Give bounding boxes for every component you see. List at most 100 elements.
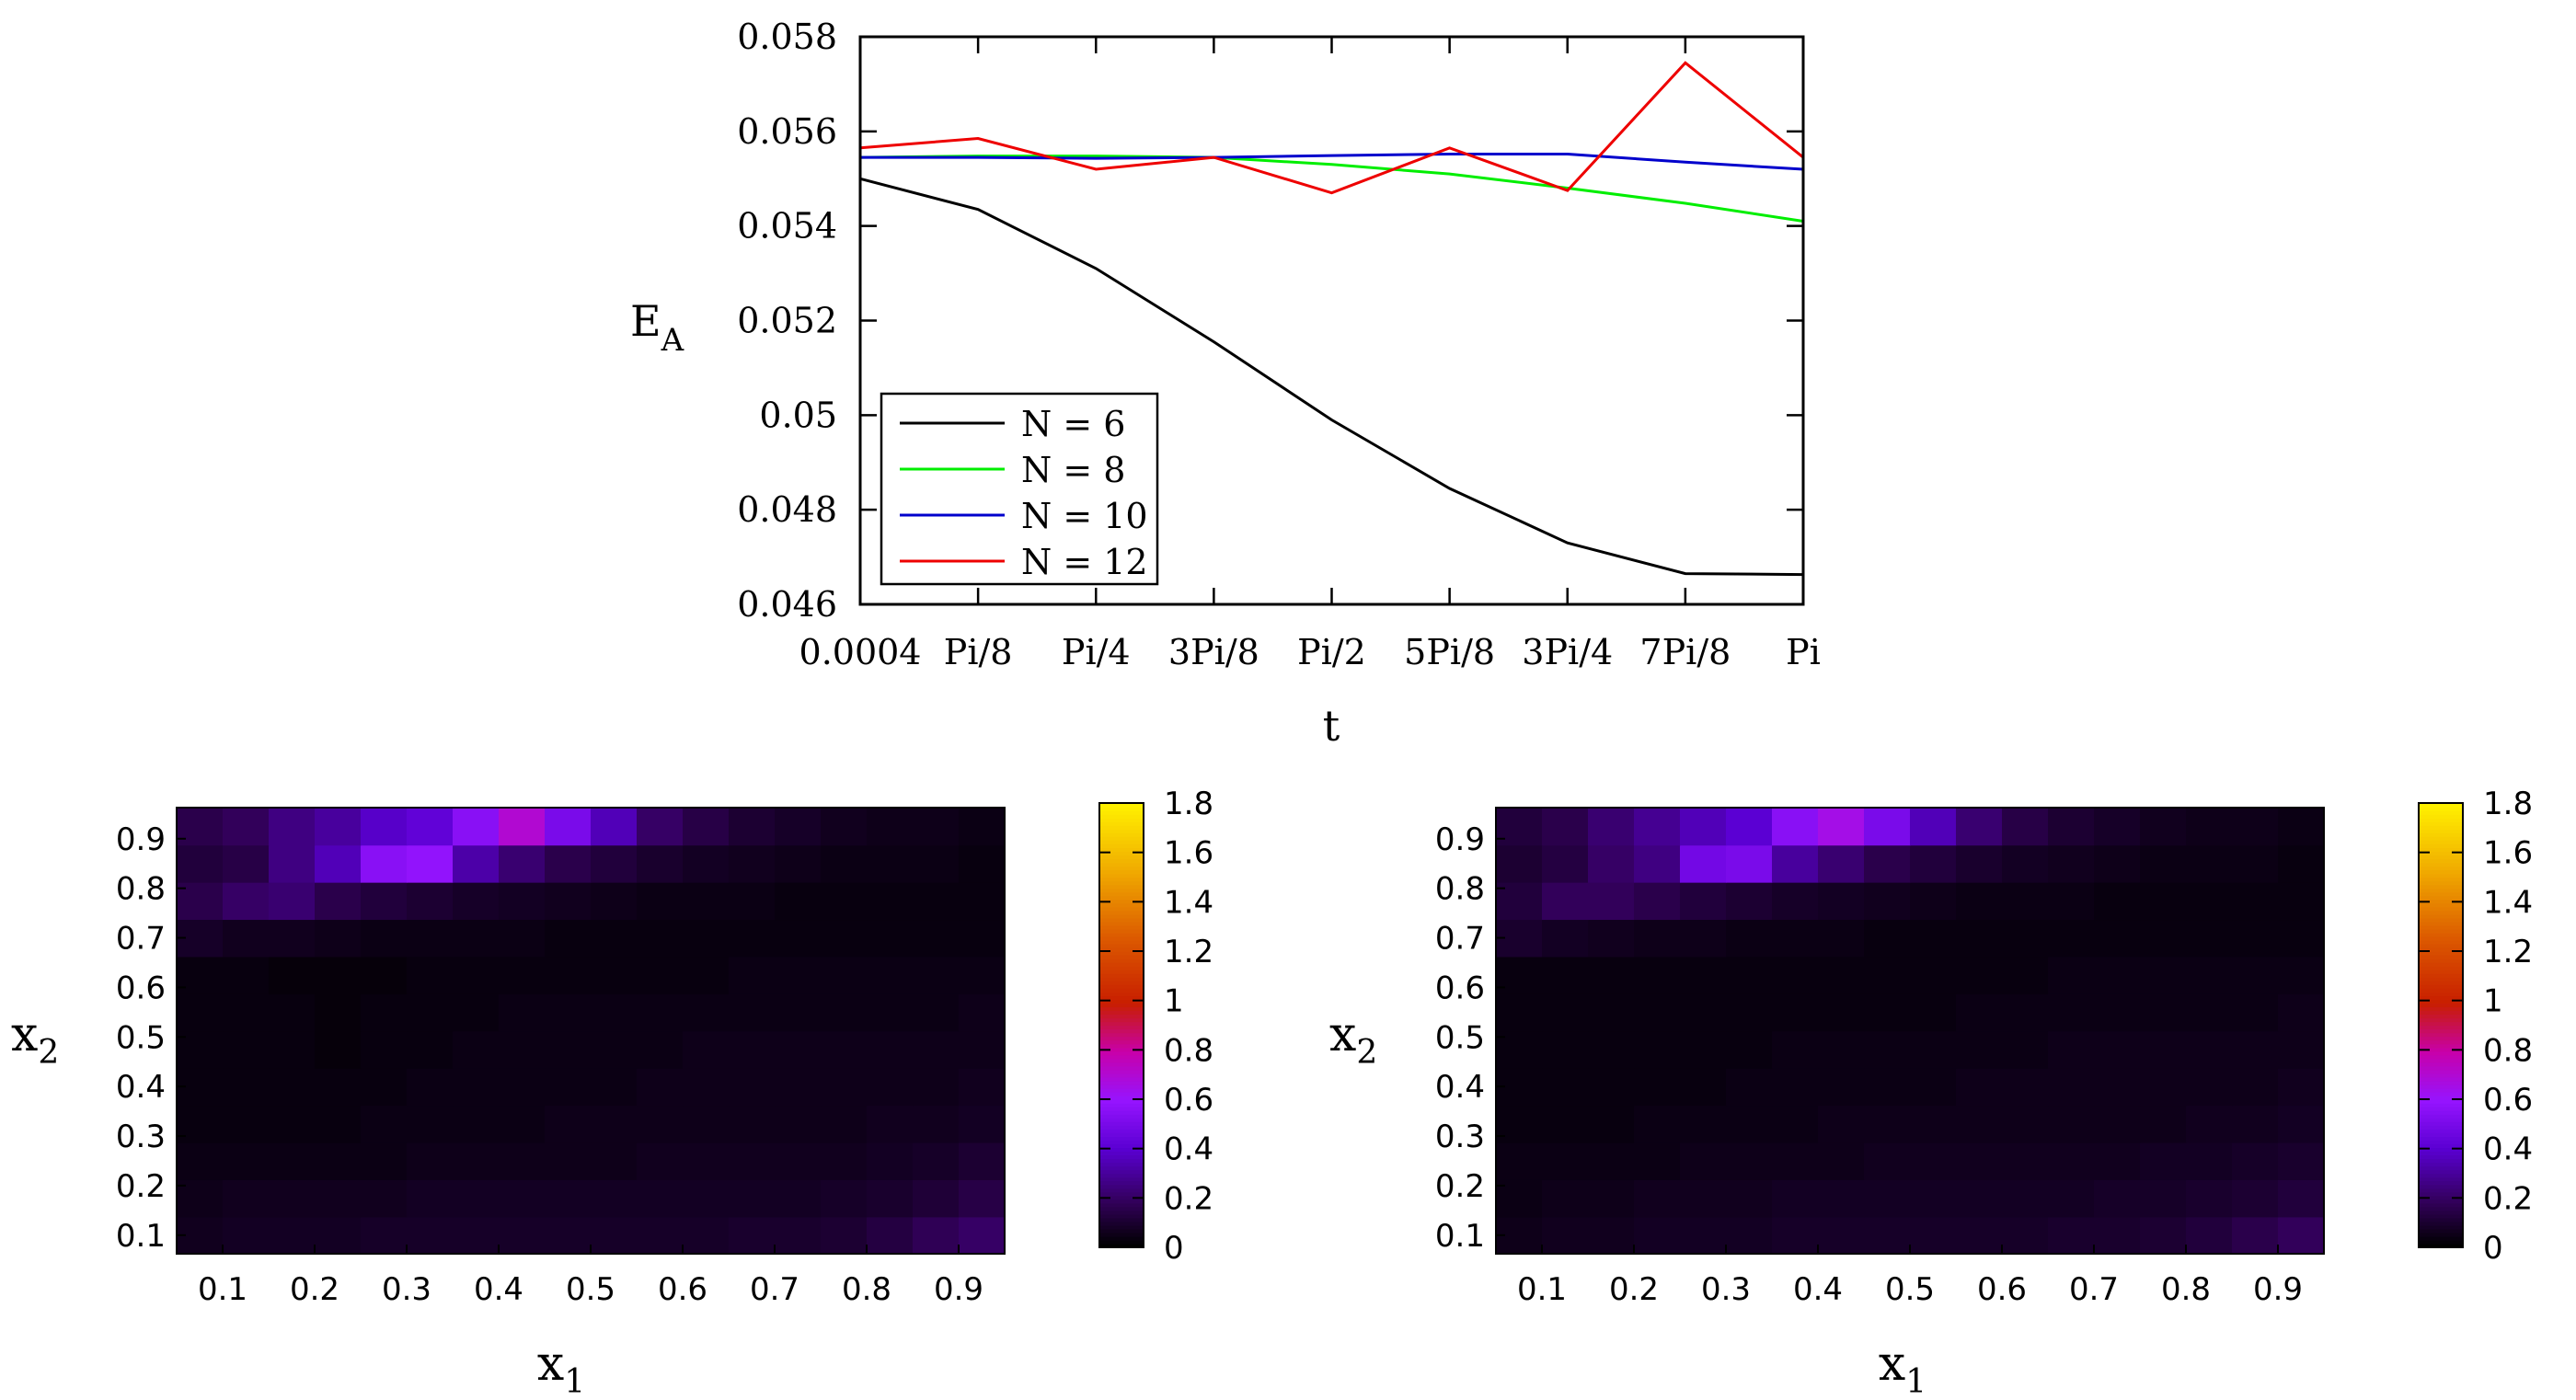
heatmap-cell: [2002, 844, 2049, 883]
colorbar-tick-label: 1.2: [2483, 934, 2533, 970]
heatmap-cell: [821, 844, 868, 883]
colorbar-band: [2419, 895, 2463, 901]
colorbar-band: [1099, 966, 1144, 970]
heatmap-x-tick-label: 0.7: [750, 1271, 799, 1308]
heatmap-cell: [2186, 1030, 2233, 1069]
heatmap-cell: [591, 1216, 638, 1255]
colorbar-band: [1099, 855, 1144, 860]
heatmap-cell: [2048, 919, 2095, 958]
colorbar-band: [2419, 1228, 2463, 1234]
heatmap-cell: [453, 1179, 500, 1218]
colorbar-band: [1099, 910, 1144, 915]
line-y-tick-label: 0.058: [737, 17, 837, 57]
heatmap-cell: [545, 993, 592, 1032]
heatmap-cell: [913, 844, 960, 883]
colorbar-band: [1099, 1050, 1144, 1056]
heatmap-cell: [407, 1030, 454, 1069]
colorbar-band: [2419, 829, 2463, 833]
heatmap-cell: [1910, 1216, 1957, 1255]
heatmap-cell: [2140, 993, 2187, 1032]
colorbar-band: [1099, 899, 1144, 904]
heatmap-cell: [453, 1030, 500, 1069]
heatmap-right: 0.1 0.2 0.3 0.4 0.5 0.6 0.7 0.8 0.9 0.1 0.2 0.3 0.4…: [1329, 786, 2533, 1400]
colorbar-band: [2419, 1028, 2463, 1034]
legend-label: N = 8: [1021, 450, 1125, 490]
heatmap-cell: [1864, 919, 1911, 958]
heatmap-cell: [2140, 808, 2187, 846]
heatmap-y-tick-label: 0.1: [116, 1218, 166, 1255]
heatmap-cell: [1864, 1105, 1911, 1143]
colorbar-band: [1099, 803, 1144, 808]
heatmap-x-tick-label: 0.7: [2069, 1271, 2119, 1308]
colorbar-band: [1099, 1021, 1144, 1027]
heatmap-cell: [867, 1030, 914, 1069]
heatmap-cell: [729, 1142, 776, 1180]
colorbar-left: 0 0.2 0.4 0.6 0.8 1 1.2 1.4 1.6 1.8: [1098, 786, 1213, 1267]
heatmap-cell: [2094, 1105, 2141, 1143]
heatmap-cell: [1772, 1216, 1819, 1255]
heatmap-cell: [1542, 1030, 1589, 1069]
heatmap-cell: [361, 993, 408, 1032]
heatmap-cell: [2094, 993, 2141, 1032]
heatmap-x-tick-label: 0.8: [2161, 1271, 2211, 1308]
colorbar-tick-label: 0.4: [2483, 1131, 2533, 1168]
heatmap-cell: [2002, 881, 2049, 921]
heatmap-cell: [1588, 956, 1635, 994]
heatmap-cell: [2232, 1105, 2279, 1143]
colorbar-band: [2419, 1073, 2463, 1078]
heatmap-y-tick-label: 0.5: [116, 1019, 166, 1056]
heatmap-cell: [1542, 881, 1589, 921]
heatmap-cell: [361, 1030, 408, 1069]
colorbar-band: [2419, 966, 2463, 970]
colorbar-band: [2419, 1147, 2463, 1153]
heatmap-cell: [913, 1030, 960, 1069]
heatmap-cell: [959, 1142, 1006, 1180]
heatmap-cell: [729, 808, 776, 846]
heatmap-cell: [269, 1105, 316, 1143]
heatmap-cell: [361, 956, 408, 994]
heatmap-cell: [1726, 844, 1773, 883]
colorbar-band: [1099, 1032, 1144, 1038]
series-line: [859, 155, 1804, 223]
heatmap-cell: [1680, 993, 1727, 1032]
colorbar-band: [1099, 1154, 1144, 1160]
heatmap-cell: [1496, 993, 1543, 1032]
colorbar-band: [2419, 1036, 2463, 1041]
heatmap-cell: [1542, 808, 1589, 846]
colorbar-band: [2419, 888, 2463, 893]
colorbar-band: [2419, 1169, 2463, 1175]
heatmap-cell: [453, 993, 500, 1032]
heatmap-cell: [821, 1105, 868, 1143]
heatmap-cell: [269, 1030, 316, 1069]
heatmap-cell: [1634, 808, 1681, 846]
colorbar-band: [2419, 932, 2463, 937]
heatmap-cell: [361, 1179, 408, 1218]
heatmap-cell: [729, 919, 776, 958]
colorbar-tick-label: 1.6: [2483, 835, 2533, 872]
colorbar-band: [2419, 906, 2463, 912]
colorbar-band: [2419, 970, 2463, 974]
colorbar-band: [1099, 1080, 1144, 1085]
heatmap-cell: [1956, 1142, 2003, 1180]
heatmap-cell: [959, 881, 1006, 921]
heatmap-cell: [1956, 881, 2003, 921]
colorbar-band: [2419, 1162, 2463, 1167]
heatmap-cell: [407, 1179, 454, 1218]
heatmap-cell: [1818, 1105, 1865, 1143]
heatmap-cell: [2094, 1179, 2141, 1218]
heatmap-cell: [1910, 919, 1957, 958]
colorbar-band: [1099, 943, 1144, 948]
colorbar-band: [2419, 1084, 2463, 1089]
colorbar-band: [1099, 1195, 1144, 1200]
heatmap-cell: [1726, 919, 1773, 958]
heatmap-cell: [1634, 1105, 1681, 1143]
colorbar-band: [1099, 988, 1144, 993]
heatmap-cell: [637, 1105, 684, 1143]
heatmap-cell: [223, 844, 270, 883]
colorbar-band: [2419, 1114, 2463, 1119]
heatmap-cell: [637, 808, 684, 846]
colorbar-band: [2419, 981, 2463, 985]
heatmap-right-y-axis-label: x2: [1329, 1007, 1377, 1072]
colorbar-band: [1099, 913, 1144, 919]
heatmap-cell: [2232, 919, 2279, 958]
